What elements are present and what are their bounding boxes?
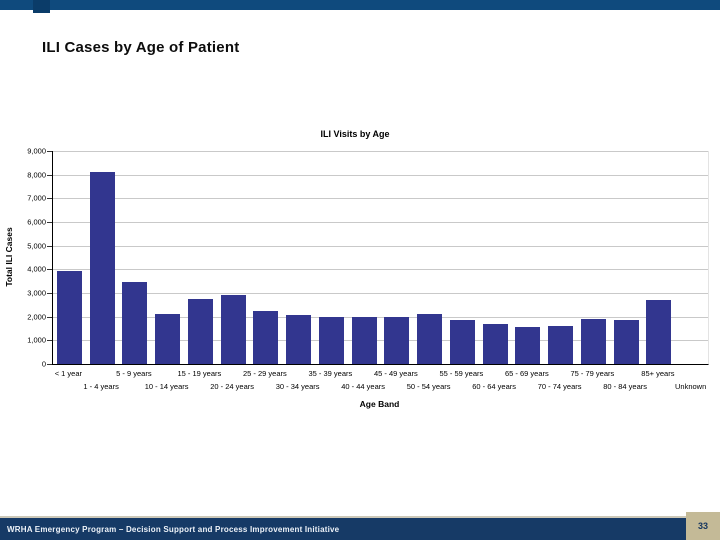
y-tick-label: 2,000 bbox=[27, 312, 46, 322]
y-tick-mark bbox=[47, 269, 52, 271]
y-tick-label: 3,000 bbox=[27, 288, 46, 298]
x-axis-title: Age Band bbox=[359, 399, 400, 409]
bar bbox=[580, 319, 606, 364]
bar bbox=[89, 172, 115, 364]
gridline bbox=[53, 340, 708, 342]
footer-bar: WRHA Emergency Program – Decision Suppor… bbox=[0, 518, 688, 540]
x-tick-label: 45 - 49 years bbox=[373, 369, 418, 378]
top-banner-bar bbox=[0, 0, 720, 10]
x-tick-label: 65 - 69 years bbox=[504, 369, 549, 378]
x-tick-label: 1 - 4 years bbox=[83, 382, 119, 391]
y-tick-mark bbox=[47, 293, 52, 295]
gridline bbox=[53, 269, 708, 271]
y-tick-label: 4,000 bbox=[27, 264, 46, 274]
gridline bbox=[53, 245, 708, 247]
x-tick-label: 85+ years bbox=[641, 369, 675, 378]
gridline bbox=[53, 151, 708, 152]
y-tick-mark bbox=[47, 364, 52, 365]
footer-accent-line bbox=[0, 516, 688, 518]
x-tick-label: 25 - 29 years bbox=[242, 369, 287, 378]
bar bbox=[318, 316, 344, 364]
gridline bbox=[53, 198, 708, 200]
page-number: 33 bbox=[697, 521, 708, 531]
x-tick-label: 55 - 59 years bbox=[439, 369, 484, 378]
bar bbox=[220, 295, 246, 364]
x-tick-label: 70 - 74 years bbox=[537, 382, 582, 391]
gridline bbox=[53, 316, 708, 318]
page-number-box: 33 bbox=[686, 512, 720, 540]
y-tick-mark bbox=[47, 316, 52, 318]
y-tick-mark bbox=[47, 151, 52, 152]
plot-area bbox=[47, 151, 709, 365]
x-axis-tick-labels: < 1 year 1 - 4 years 5 - 9 years 10 - 14 ye… bbox=[52, 366, 707, 396]
y-tick-label: 8,000 bbox=[27, 170, 46, 180]
x-tick-label: < 1 year bbox=[54, 369, 83, 378]
x-tick-label: 35 - 39 years bbox=[308, 369, 353, 378]
y-tick-mark bbox=[47, 222, 52, 224]
bar bbox=[351, 316, 377, 364]
bar bbox=[122, 282, 148, 364]
x-tick-label: 5 - 9 years bbox=[116, 369, 152, 378]
y-tick-label: 5,000 bbox=[27, 241, 46, 251]
y-tick-label: 1,000 bbox=[27, 335, 46, 345]
bar bbox=[187, 298, 213, 364]
x-tick-label: 15 - 19 years bbox=[177, 369, 222, 378]
x-tick-label: 30 - 34 years bbox=[275, 382, 320, 391]
y-tick-mark bbox=[47, 245, 52, 247]
x-tick-label: 10 - 14 years bbox=[144, 382, 189, 391]
page-title: ILI Cases by Age of Patient bbox=[42, 39, 240, 56]
y-tick-label: 9,000 bbox=[27, 146, 46, 156]
x-tick-label: 20 - 24 years bbox=[210, 382, 255, 391]
bar bbox=[613, 320, 639, 364]
bar bbox=[253, 310, 279, 364]
gridline bbox=[53, 222, 708, 224]
x-tick-label: 50 - 54 years bbox=[406, 382, 451, 391]
footer-text: WRHA Emergency Program – Decision Suppor… bbox=[7, 524, 340, 534]
x-tick-label: 75 - 79 years bbox=[570, 369, 615, 378]
bar bbox=[646, 300, 672, 364]
y-tick-mark bbox=[47, 198, 52, 200]
bar bbox=[449, 320, 475, 364]
bar bbox=[417, 314, 443, 364]
gridline bbox=[53, 293, 708, 295]
y-tick-mark bbox=[47, 174, 52, 176]
x-tick-label: 80 - 84 years bbox=[603, 382, 648, 391]
y-tick-label: 0 bbox=[41, 359, 46, 369]
x-tick-label: Unknown bbox=[674, 382, 707, 391]
bar bbox=[56, 270, 82, 364]
y-tick-mark bbox=[47, 340, 52, 342]
y-tick-label: 6,000 bbox=[27, 217, 46, 227]
chart-title: ILI Visits by Age bbox=[320, 129, 390, 139]
bar bbox=[155, 314, 181, 364]
y-tick-label: 7,000 bbox=[27, 193, 46, 203]
bar bbox=[515, 327, 541, 364]
y-axis-tick-labels: 0 1,000 2,000 3,000 4,000 5,000 6,000 7,000 8,00… bbox=[0, 147, 46, 369]
bar bbox=[482, 323, 508, 364]
gridline bbox=[53, 174, 708, 176]
bar bbox=[548, 326, 574, 364]
bar bbox=[384, 316, 410, 364]
x-tick-label: 60 - 64 years bbox=[472, 382, 517, 391]
bar bbox=[286, 315, 312, 364]
top-banner-accent bbox=[33, 0, 50, 13]
x-tick-label: 40 - 44 years bbox=[341, 382, 386, 391]
